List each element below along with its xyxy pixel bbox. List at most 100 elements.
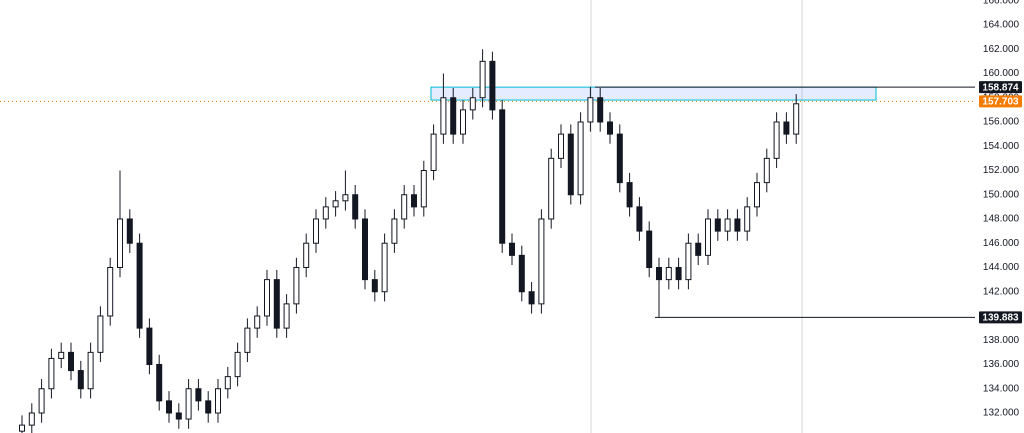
y-tick-label: 144.000 bbox=[983, 262, 1020, 273]
candle-body bbox=[332, 200, 339, 208]
y-tick-label: 132.000 bbox=[983, 408, 1020, 419]
candle-body bbox=[322, 206, 329, 220]
candle-body bbox=[391, 218, 398, 244]
candle-body bbox=[430, 133, 437, 171]
y-tick-label: 136.000 bbox=[983, 359, 1020, 370]
candle-body bbox=[293, 266, 300, 305]
y-tick-label: 164.000 bbox=[983, 20, 1020, 31]
candle-body bbox=[626, 182, 633, 208]
candle-body bbox=[77, 370, 84, 390]
candle-body bbox=[577, 121, 584, 196]
candle-body bbox=[773, 121, 780, 159]
candle-body bbox=[724, 218, 731, 232]
candle-body bbox=[793, 103, 800, 135]
y-tick-label: 148.000 bbox=[983, 214, 1020, 225]
candle-body bbox=[734, 218, 741, 232]
candle-body bbox=[705, 218, 711, 256]
candle-body bbox=[313, 218, 319, 244]
candle-body bbox=[783, 121, 790, 135]
candle-body bbox=[352, 194, 359, 220]
candle-body bbox=[695, 242, 702, 256]
candle-body bbox=[460, 109, 466, 135]
candle-body bbox=[117, 218, 123, 268]
candle-body bbox=[597, 97, 604, 123]
y-tick-label: 160.000 bbox=[983, 68, 1020, 79]
y-tick-label: 138.000 bbox=[983, 335, 1020, 346]
candle-body bbox=[283, 303, 290, 329]
zone bbox=[430, 86, 877, 101]
candle-body bbox=[68, 351, 74, 372]
candle-body bbox=[558, 133, 564, 159]
candle-body bbox=[401, 194, 408, 220]
candle-body bbox=[411, 194, 417, 208]
candle-body bbox=[371, 279, 378, 293]
price-tag bbox=[979, 95, 1022, 108]
candle-body bbox=[714, 218, 721, 232]
candle-body bbox=[107, 266, 114, 317]
candle-body bbox=[342, 194, 349, 202]
price-tag-label: 158.874 bbox=[982, 82, 1019, 93]
price-tag-label: 157.703 bbox=[982, 96, 1019, 107]
candle-body bbox=[273, 279, 280, 329]
candle-body bbox=[469, 97, 476, 111]
candle-body bbox=[754, 182, 760, 208]
candle-body bbox=[175, 412, 182, 420]
candle-body bbox=[381, 242, 388, 293]
candle-body bbox=[126, 218, 133, 244]
candle-body bbox=[656, 266, 662, 281]
candle-body bbox=[528, 291, 535, 305]
y-tick-label: 154.000 bbox=[983, 141, 1020, 152]
candle-body bbox=[744, 206, 751, 232]
candle-body bbox=[254, 315, 261, 329]
candle-body bbox=[587, 97, 594, 123]
candle-body bbox=[215, 388, 221, 414]
candle-body bbox=[166, 400, 172, 414]
candle-body bbox=[509, 242, 515, 256]
candle-body bbox=[616, 133, 623, 184]
candle-body bbox=[665, 266, 672, 281]
candle-body bbox=[646, 230, 653, 268]
y-tick-label: 166.000 bbox=[983, 0, 1020, 6]
candle-body bbox=[450, 97, 457, 135]
candle-body bbox=[38, 388, 45, 414]
price-tag bbox=[979, 81, 1022, 94]
candle-body bbox=[636, 206, 643, 232]
candle-body bbox=[264, 279, 270, 317]
candle-body bbox=[548, 157, 555, 220]
candle-body bbox=[567, 133, 574, 196]
candle-body bbox=[19, 424, 25, 432]
candle-body bbox=[28, 412, 35, 426]
price-tag bbox=[979, 311, 1022, 324]
candle-body bbox=[538, 218, 545, 305]
candle-body bbox=[97, 315, 104, 353]
candle-body bbox=[48, 357, 55, 390]
candle-body bbox=[362, 218, 368, 281]
candle-body bbox=[224, 376, 231, 390]
candle-body bbox=[479, 60, 486, 99]
y-tick-label: 152.000 bbox=[983, 165, 1020, 176]
candle-body bbox=[675, 266, 682, 281]
y-tick-label: 156.000 bbox=[983, 117, 1020, 128]
candle-body bbox=[685, 242, 692, 281]
candle-body bbox=[156, 363, 163, 402]
candle-body bbox=[205, 400, 212, 414]
y-tick-label: 142.000 bbox=[983, 286, 1020, 297]
y-tick-label: 134.000 bbox=[983, 383, 1020, 394]
candle-body bbox=[420, 169, 427, 208]
candle-body bbox=[185, 388, 192, 420]
candle-body bbox=[440, 97, 447, 135]
candle-body bbox=[195, 388, 202, 402]
candle-body bbox=[58, 351, 65, 359]
y-tick-label: 150.000 bbox=[983, 189, 1020, 200]
candle-body bbox=[234, 351, 241, 378]
candle-body bbox=[518, 254, 525, 293]
candle-body bbox=[303, 242, 310, 268]
price-tag-label: 139.883 bbox=[982, 313, 1019, 324]
candle-body bbox=[763, 157, 770, 184]
candle-body bbox=[146, 327, 153, 365]
candle-body bbox=[489, 60, 496, 111]
candle-body bbox=[499, 109, 506, 244]
candle-body bbox=[607, 121, 613, 135]
